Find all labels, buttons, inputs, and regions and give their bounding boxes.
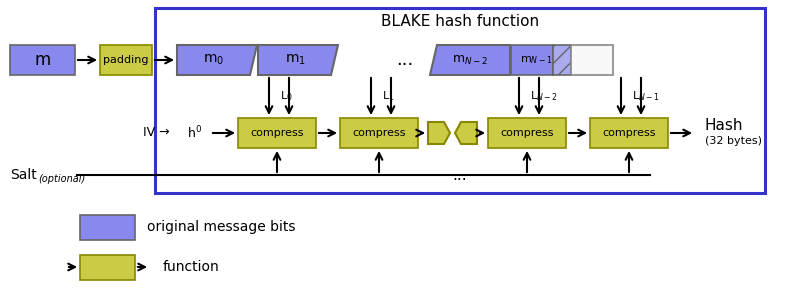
Bar bbox=[571, 45, 613, 75]
Text: h$^0$: h$^0$ bbox=[187, 125, 202, 141]
Text: (32 bytes): (32 bytes) bbox=[705, 136, 762, 146]
Text: m: m bbox=[34, 51, 50, 69]
Polygon shape bbox=[430, 45, 510, 75]
Bar bbox=[155, 8, 765, 193]
Bar bbox=[80, 255, 135, 280]
Text: L$_{N-1}$: L$_{N-1}$ bbox=[632, 90, 660, 103]
Bar bbox=[10, 45, 75, 75]
Text: padding: padding bbox=[103, 55, 149, 65]
Text: original message bits: original message bits bbox=[147, 220, 295, 234]
Polygon shape bbox=[428, 122, 450, 144]
Bar bbox=[100, 45, 152, 75]
Text: compress: compress bbox=[500, 128, 554, 138]
Text: (optional): (optional) bbox=[38, 174, 86, 184]
Polygon shape bbox=[177, 45, 257, 75]
Text: compress: compress bbox=[352, 128, 406, 138]
Text: m$_{N-2}$: m$_{N-2}$ bbox=[452, 53, 488, 67]
Polygon shape bbox=[258, 45, 338, 75]
Bar bbox=[590, 118, 668, 148]
Text: function: function bbox=[163, 260, 220, 274]
Text: compress: compress bbox=[602, 128, 656, 138]
Polygon shape bbox=[455, 122, 477, 144]
Bar bbox=[511, 45, 553, 75]
Text: ...: ... bbox=[396, 51, 414, 69]
Text: compress: compress bbox=[250, 128, 304, 138]
Text: Salt: Salt bbox=[10, 168, 37, 182]
Text: m$_{N-1}$: m$_{N-1}$ bbox=[520, 54, 552, 66]
Text: L$_0$: L$_0$ bbox=[280, 90, 293, 103]
Bar bbox=[80, 215, 135, 240]
Bar bbox=[238, 118, 316, 148]
Text: L$_1$: L$_1$ bbox=[382, 90, 394, 103]
Text: m$_1$: m$_1$ bbox=[285, 53, 306, 67]
Bar bbox=[340, 118, 418, 148]
Bar bbox=[488, 118, 566, 148]
Text: m$_0$: m$_0$ bbox=[203, 53, 225, 67]
Text: L$_{N-2}$: L$_{N-2}$ bbox=[530, 90, 558, 103]
Bar bbox=[553, 45, 571, 75]
Text: ...: ... bbox=[453, 168, 467, 183]
Text: IV →: IV → bbox=[143, 126, 170, 140]
Text: BLAKE hash function: BLAKE hash function bbox=[381, 13, 539, 29]
Text: Hash: Hash bbox=[705, 117, 743, 133]
